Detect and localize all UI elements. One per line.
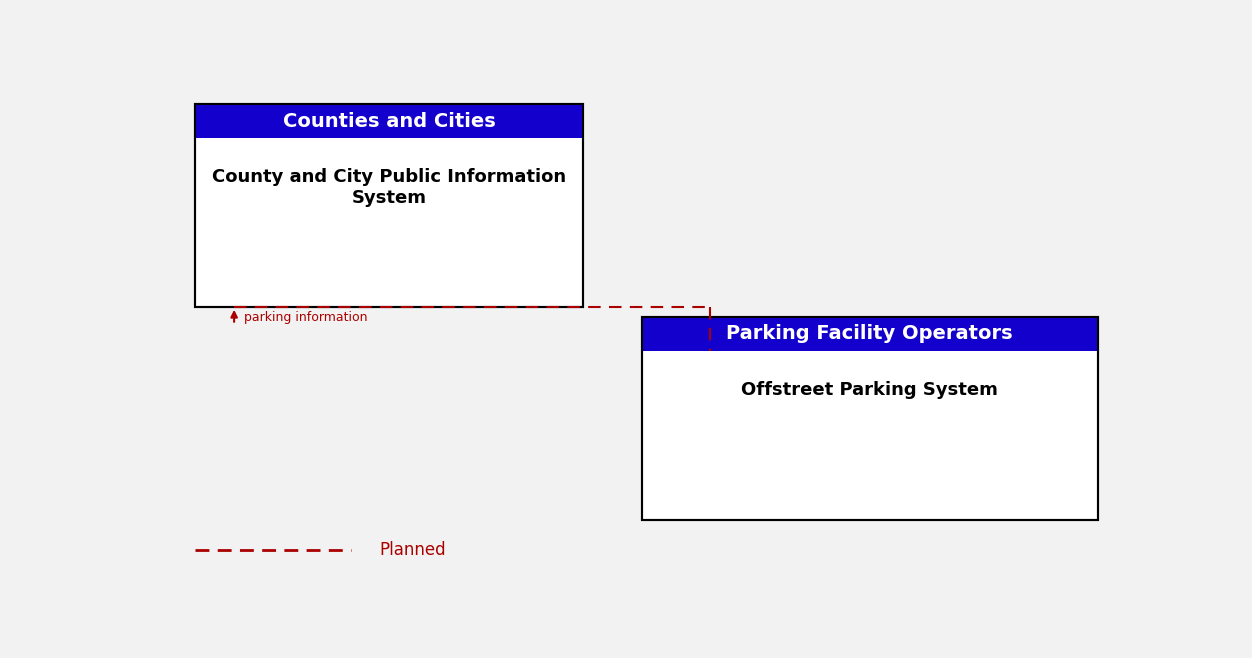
Bar — [641, 317, 1098, 520]
Text: Planned: Planned — [379, 541, 446, 559]
Bar — [195, 104, 583, 307]
Text: Counties and Cities: Counties and Cities — [283, 111, 496, 130]
Text: Parking Facility Operators: Parking Facility Operators — [726, 324, 1013, 343]
Bar — [641, 317, 1098, 520]
Bar — [195, 104, 583, 307]
Text: parking information: parking information — [244, 311, 367, 324]
Bar — [195, 104, 583, 138]
Bar — [641, 317, 1098, 351]
Text: County and City Public Information
System: County and City Public Information Syste… — [213, 168, 566, 207]
Text: Offstreet Parking System: Offstreet Parking System — [741, 381, 998, 399]
